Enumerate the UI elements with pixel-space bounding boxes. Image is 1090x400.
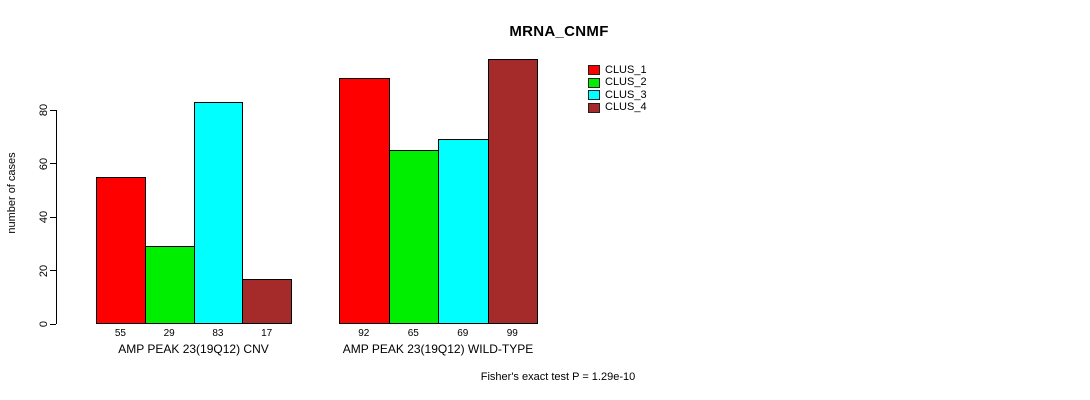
- legend-row: CLUS_2: [588, 77, 647, 90]
- y-axis-tick: [50, 323, 56, 325]
- bar-clus_4-group1: [242, 278, 292, 324]
- legend-color-chip: [588, 65, 600, 76]
- bar-value-label: 69: [457, 328, 469, 339]
- legend-row: CLUS_4: [588, 102, 647, 115]
- legend: CLUS_1 CLUS_2 CLUS_3 CLUS_4: [588, 64, 647, 114]
- y-axis-line: [56, 110, 57, 324]
- fisher-test-annotation: Fisher's exact test P = 1.29e-10: [480, 371, 636, 383]
- bar-clus_4-group2: [487, 59, 538, 324]
- bar-value-label: 99: [506, 328, 518, 339]
- y-axis-tick: [50, 216, 56, 218]
- legend-label: CLUS_2: [605, 76, 647, 89]
- y-tick-label: 60: [38, 157, 50, 170]
- bar-clus_3-group1: [193, 101, 244, 324]
- y-tick-label: 0: [38, 320, 50, 328]
- y-axis-tick: [50, 163, 56, 164]
- bar-clus_1-group2: [339, 77, 390, 324]
- y-axis-label: number of cases: [6, 152, 18, 234]
- bar-value-label: 65: [407, 328, 419, 339]
- y-tick-label: 80: [38, 103, 50, 117]
- legend-color-chip: [588, 102, 600, 113]
- legend-row: CLUS_1: [588, 64, 647, 77]
- legend-label: CLUS_1: [605, 63, 647, 76]
- legend-label: CLUS_3: [605, 88, 647, 101]
- y-axis-tick: [50, 270, 56, 271]
- bar-clus_3-group2: [438, 139, 489, 324]
- bar-clus_2-group2: [388, 150, 439, 324]
- bar-value-label: 83: [212, 328, 224, 339]
- chart-title: MRNA_CNMF: [509, 23, 609, 40]
- y-tick-label: 40: [38, 210, 50, 224]
- legend-row: CLUS_3: [588, 89, 647, 102]
- y-axis-tick: [50, 109, 56, 111]
- bar-value-label: 29: [163, 328, 175, 339]
- legend-label: CLUS_4: [605, 101, 647, 114]
- x-group-label: AMP PEAK 23(19Q12) WILD-TYPE: [342, 342, 534, 356]
- bar-clus_1-group1: [96, 176, 146, 324]
- legend-color-chip: [588, 90, 600, 101]
- legend-color-chip: [588, 77, 600, 88]
- bar-clus_2-group1: [144, 246, 195, 324]
- x-group-label: AMP PEAK 23(19Q12) CNV: [118, 342, 269, 356]
- bar-value-label: 55: [114, 328, 126, 339]
- bar-value-label: 92: [358, 328, 370, 339]
- bar-value-label: 17: [261, 328, 273, 339]
- y-tick-label: 20: [38, 264, 50, 277]
